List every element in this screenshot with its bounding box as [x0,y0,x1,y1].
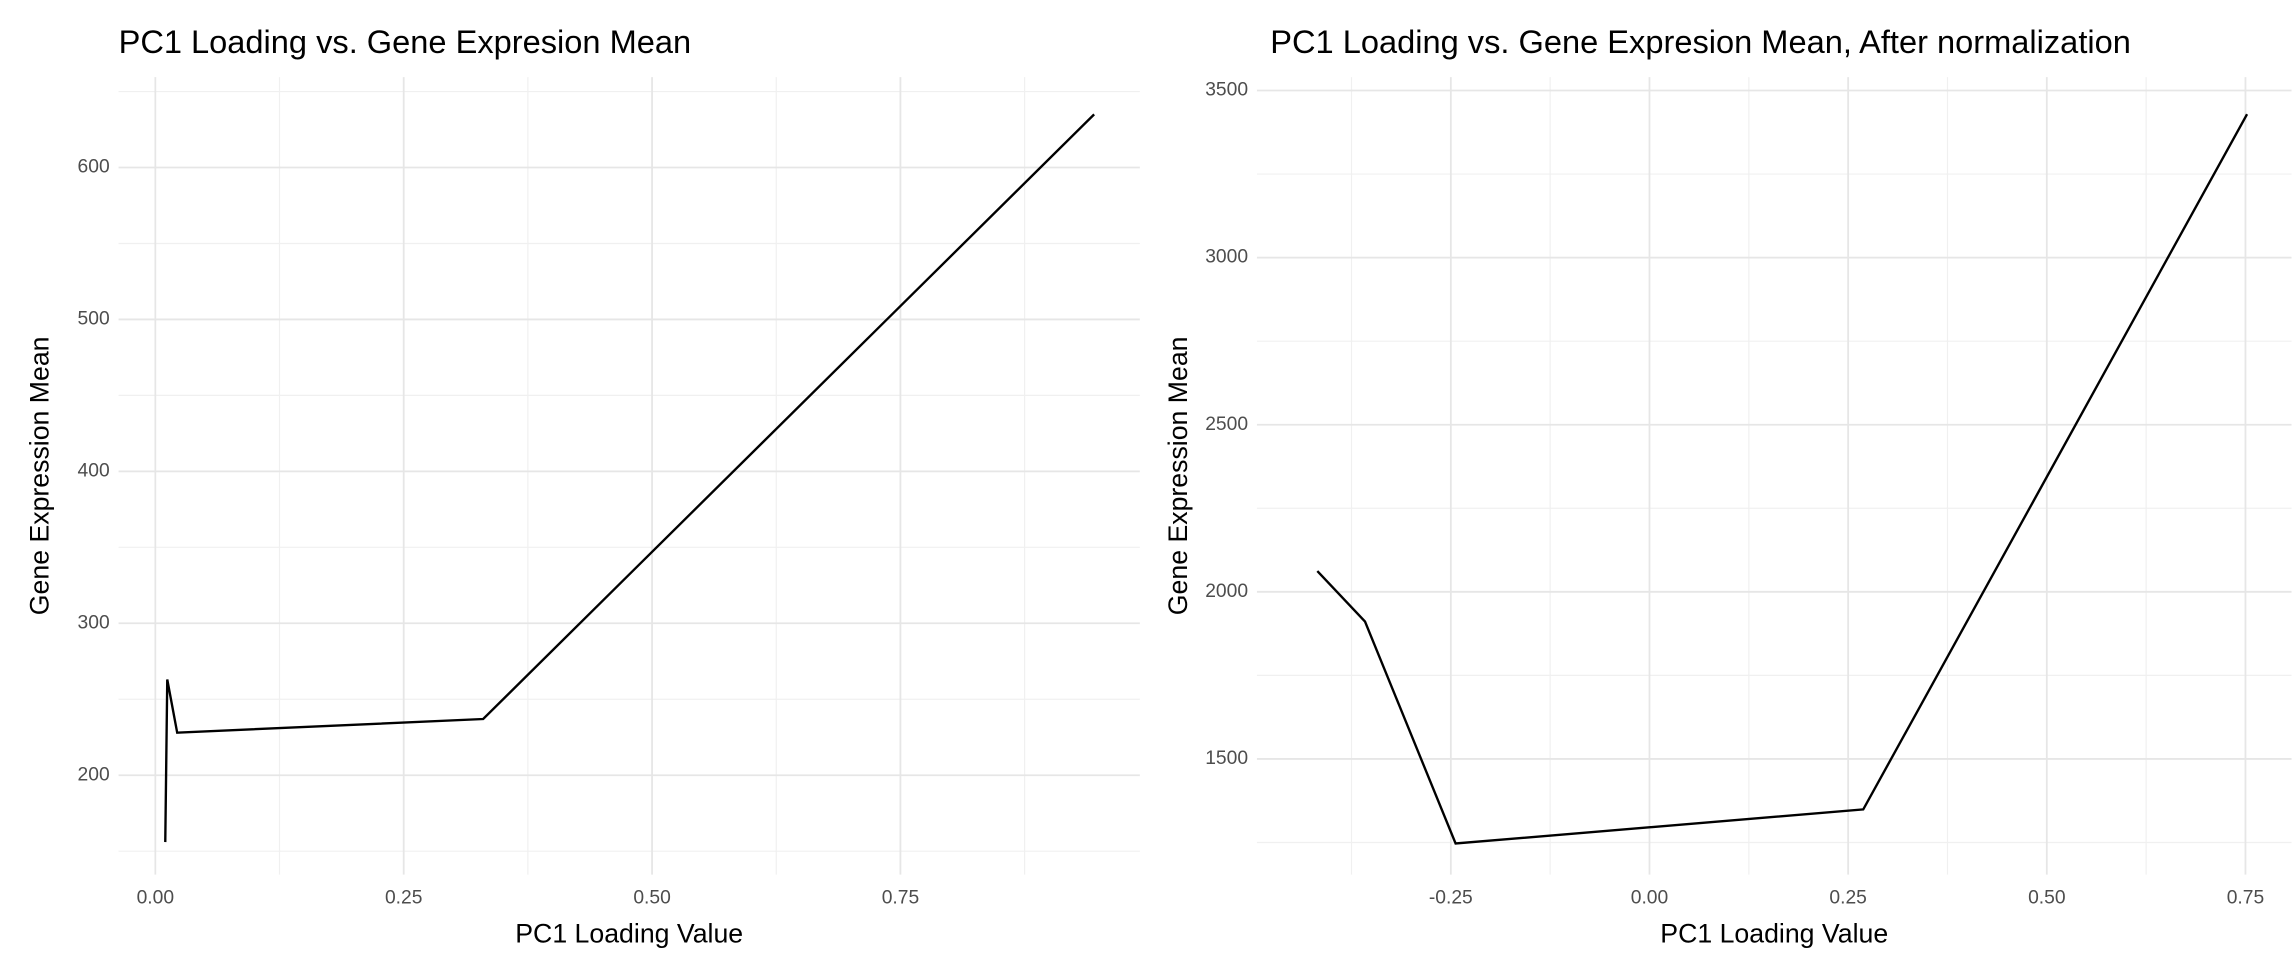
x-tick-label: 0.00 [137,887,174,908]
y-tick-label: 600 [78,157,110,178]
y-tick-label: 2000 [1205,581,1248,602]
x-tick-label: 0.75 [2227,887,2264,908]
y-tick-label: 500 [78,309,110,330]
x-tick-label: 0.25 [1829,887,1866,908]
line [1316,113,2249,845]
line [164,113,1095,843]
y-tick-label: 3500 [1205,80,1248,101]
y-tick-label: 400 [78,460,110,481]
x-tick-label: 0.75 [882,887,919,908]
y-axis-title: Gene Expression Mean [25,336,55,615]
y-tick-label: 1500 [1205,748,1248,769]
x-tick-label: -0.25 [1429,887,1473,908]
x-tick-label: 0.50 [2028,887,2065,908]
y-tick-label: 200 [78,764,110,785]
y-axis-title: Gene Expression Mean [1163,336,1193,615]
x-axis-title: PC1 Loading Value [1660,918,1888,948]
y-tick-label: 2500 [1205,414,1248,435]
y-tick-label: 3000 [1205,247,1248,268]
x-tick-label: 0.50 [633,887,670,908]
x-tick-label: 0.25 [385,887,422,908]
chart-title: PC1 Loading vs. Gene Expresion Mean, Aft… [1270,23,2131,60]
y-tick-label: 300 [78,612,110,633]
x-tick-label: 0.00 [1631,887,1668,908]
x-axis-title: PC1 Loading Value [515,918,743,948]
chart-title: PC1 Loading vs. Gene Expresion Mean [119,23,692,60]
